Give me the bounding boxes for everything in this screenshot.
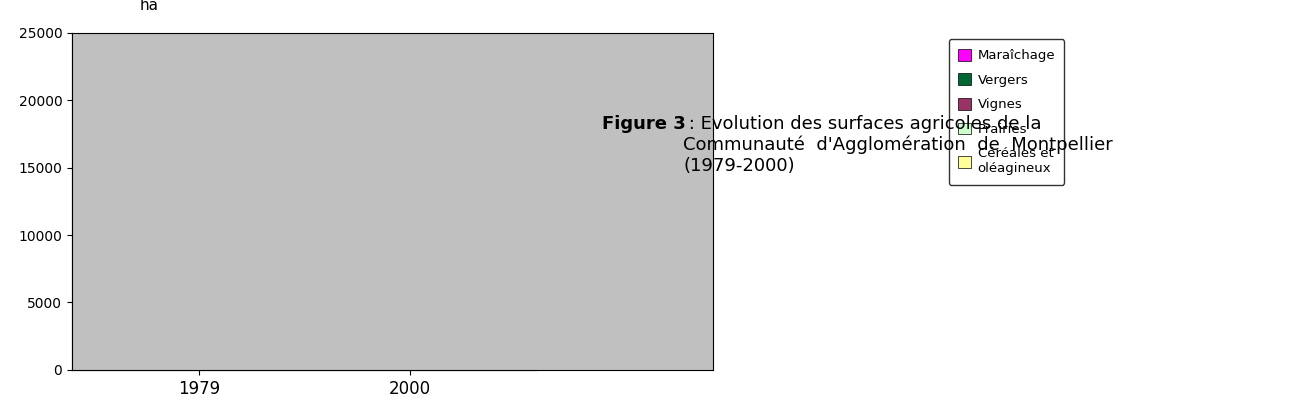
Bar bbox=[145, 289, 251, 363]
Text: ha: ha bbox=[140, 0, 158, 13]
Bar bbox=[357, 242, 463, 336]
Bar bbox=[357, 122, 463, 127]
Bar bbox=[145, 67, 251, 73]
Bar bbox=[357, 336, 463, 370]
Text: : Evolution des surfaces agricoles de la
Communauté  d'Agglomération  de  Montpe: : Evolution des surfaces agricoles de la… bbox=[683, 115, 1113, 175]
Bar bbox=[357, 127, 463, 242]
Text: Figure 3: Figure 3 bbox=[602, 115, 686, 133]
Bar bbox=[357, 116, 463, 122]
Bar bbox=[145, 363, 251, 370]
Legend: Maraîchage, Vergers, Vignes, Prairies, Céréales et
oléagineux: Maraîchage, Vergers, Vignes, Prairies, C… bbox=[949, 39, 1064, 185]
Bar bbox=[145, 73, 251, 87]
Bar bbox=[145, 87, 251, 289]
